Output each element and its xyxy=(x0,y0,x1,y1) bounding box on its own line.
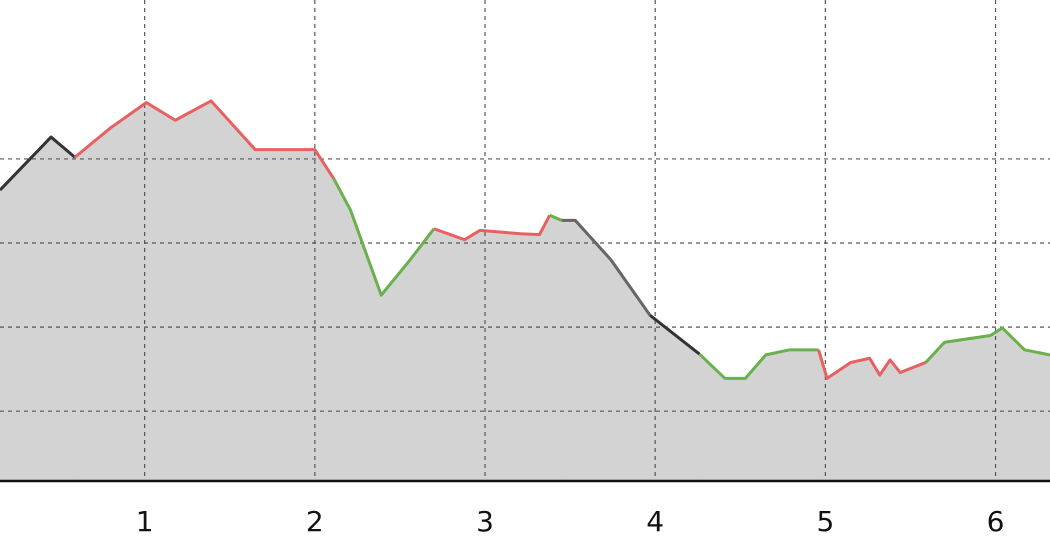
area-fill xyxy=(549,214,563,482)
area-fill xyxy=(433,215,551,482)
area-fill xyxy=(0,136,76,482)
x-tick-label: 5 xyxy=(816,505,834,538)
profile-line xyxy=(561,218,652,317)
profile-line xyxy=(332,177,436,297)
x-tick-label: 3 xyxy=(476,505,494,538)
x-tick-label: 1 xyxy=(136,505,154,538)
area-fill xyxy=(649,314,700,482)
profile-line xyxy=(817,349,927,380)
x-tick-label: 2 xyxy=(306,505,324,538)
profile-line xyxy=(0,135,76,192)
area-fill xyxy=(561,219,651,482)
profile-line xyxy=(649,314,701,356)
profile-line xyxy=(549,213,563,222)
x-tick-label: 6 xyxy=(987,505,1005,538)
area-fill xyxy=(74,100,335,482)
profile-line xyxy=(698,348,819,380)
x-tick-label: 4 xyxy=(646,505,664,538)
profile-line xyxy=(73,99,335,180)
profile-line xyxy=(433,214,552,242)
area-fill xyxy=(333,178,435,482)
profile-line xyxy=(924,326,1050,364)
